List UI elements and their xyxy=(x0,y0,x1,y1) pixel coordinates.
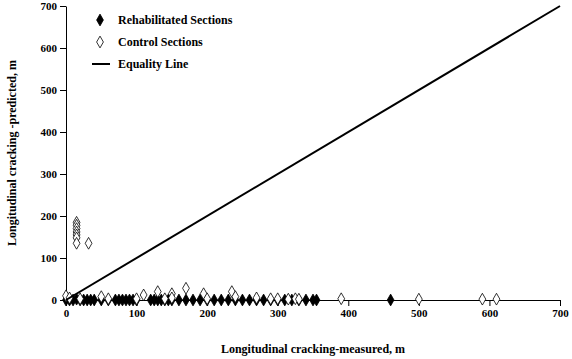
tick-mark xyxy=(489,300,490,306)
tick-label: 600 xyxy=(482,307,499,319)
y-axis-title: Longitudinal cracking -predicted, m xyxy=(5,60,19,246)
plot: 0 100 200 300 400 500 600 700 0 100 200 300 400 500 60… xyxy=(41,0,570,319)
tick-label: 300 xyxy=(270,307,287,319)
tick-label: 200 xyxy=(199,307,216,319)
marks xyxy=(63,6,560,306)
point xyxy=(313,294,320,306)
point xyxy=(183,282,190,294)
tick: 600 xyxy=(41,42,67,54)
point xyxy=(232,291,239,303)
tick: 700 xyxy=(552,300,569,319)
point xyxy=(493,293,500,305)
tick-label: 600 xyxy=(41,42,58,54)
tick-mark xyxy=(60,216,66,217)
legend-item: Control Sections xyxy=(97,35,204,49)
legend-swatch xyxy=(92,63,110,65)
point xyxy=(387,294,394,306)
point xyxy=(260,294,267,306)
point xyxy=(140,289,147,301)
tick-label: 200 xyxy=(41,210,58,222)
point xyxy=(295,293,302,305)
x-axis-title: Longitudinal cracking-measured, m xyxy=(221,342,405,356)
tick-mark xyxy=(60,6,66,7)
tick-mark xyxy=(560,300,561,306)
tick: 300 xyxy=(41,168,67,180)
point xyxy=(85,237,92,249)
tick-mark xyxy=(60,48,66,49)
tick-mark xyxy=(60,132,66,133)
tick-mark xyxy=(348,300,349,306)
tick: 700 xyxy=(41,0,67,12)
point xyxy=(211,294,218,306)
point xyxy=(176,294,183,306)
axis-line xyxy=(66,7,67,301)
legend-swatch xyxy=(97,14,104,26)
point xyxy=(105,293,112,305)
tick-label: 100 xyxy=(41,252,58,264)
tick-label: 100 xyxy=(129,307,146,319)
point xyxy=(73,237,80,249)
legend: Rehabilitated Sections Control Sections Eq… xyxy=(92,13,233,71)
legend-item: Rehabilitated Sections xyxy=(97,13,233,27)
point xyxy=(253,292,260,304)
tick-label: 400 xyxy=(341,307,358,319)
tick-label: 0 xyxy=(64,307,70,319)
point xyxy=(204,293,211,305)
tick-label: 400 xyxy=(41,126,58,138)
tick-label: 700 xyxy=(552,307,569,319)
point xyxy=(267,293,274,305)
point xyxy=(218,294,225,306)
equality-line xyxy=(66,6,560,300)
point xyxy=(133,293,140,305)
tick: 500 xyxy=(41,84,67,96)
point xyxy=(161,293,168,305)
point xyxy=(190,294,197,306)
tick-mark xyxy=(60,90,66,91)
point xyxy=(303,294,310,306)
tick-label: 500 xyxy=(411,307,428,319)
legend-label: Equality Line xyxy=(118,57,189,71)
tick-label: 0 xyxy=(52,294,58,306)
point xyxy=(168,292,175,304)
point xyxy=(91,294,98,306)
point xyxy=(246,294,253,306)
point xyxy=(285,293,292,305)
tick: 400 xyxy=(341,300,358,319)
legend-label: Rehabilitated Sections xyxy=(118,13,233,27)
point xyxy=(77,293,84,305)
tick: 200 xyxy=(41,210,67,222)
point xyxy=(338,293,345,305)
point xyxy=(479,293,486,305)
legend-swatch xyxy=(97,36,104,48)
point xyxy=(415,293,422,305)
point xyxy=(274,293,281,305)
legend-item: Equality Line xyxy=(92,57,189,71)
tick-mark xyxy=(60,258,66,259)
y-axis: 0 100 200 300 400 500 600 700 xyxy=(41,0,67,306)
tick-label: 300 xyxy=(41,168,58,180)
point xyxy=(98,291,105,303)
tick-label: 700 xyxy=(41,0,58,12)
chart: 0 100 200 300 400 500 600 700 0 100 200 300 400 500 60… xyxy=(0,0,572,359)
point xyxy=(154,286,161,298)
tick: 400 xyxy=(41,126,67,138)
point xyxy=(183,294,190,306)
legend-label: Control Sections xyxy=(118,35,203,49)
point xyxy=(239,294,246,306)
tick: 100 xyxy=(41,252,67,264)
tick-label: 500 xyxy=(41,84,58,96)
tick-mark xyxy=(60,174,66,175)
